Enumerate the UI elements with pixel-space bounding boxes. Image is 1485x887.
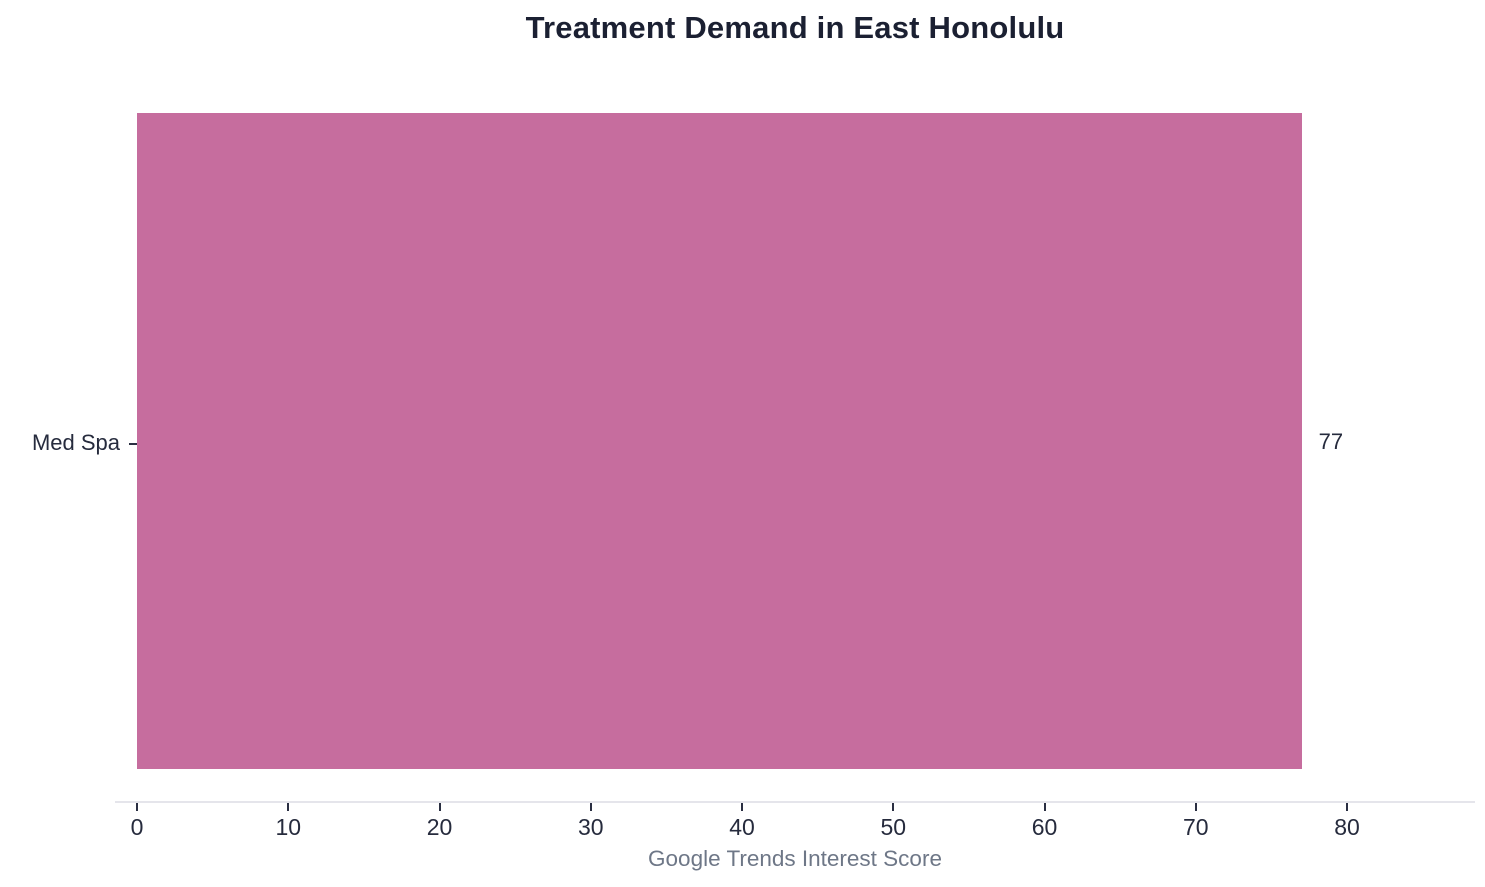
x-tick-mark: [287, 803, 290, 811]
x-tick-label: 70: [1183, 814, 1209, 840]
x-tick-mark: [1346, 803, 1348, 811]
bar-med-spa: [137, 113, 1302, 769]
x-tick-mark: [438, 803, 441, 811]
x-tick-mark: [1043, 803, 1046, 811]
x-tick-mark: [892, 803, 895, 811]
x-tick-label: 30: [578, 814, 604, 840]
bar-value-label: 77: [1318, 429, 1344, 454]
x-tick-mark: [589, 803, 592, 811]
x-axis-spine: [115, 801, 1475, 803]
x-tick-mark: [1194, 803, 1197, 811]
x-tick-label: 10: [275, 814, 302, 840]
x-tick-mark: [136, 803, 138, 811]
chart-title: Treatment Demand in East Honolulu: [525, 10, 1065, 45]
x-tick-mark: [741, 803, 743, 811]
x-tick-label: 50: [880, 814, 907, 840]
x-tick-label: 40: [729, 814, 755, 840]
x-tick-label: 60: [1031, 814, 1058, 840]
x-axis-title: Google Trends Interest Score: [648, 846, 942, 871]
x-tick-label: 20: [426, 814, 453, 840]
x-tick-label: 80: [1334, 814, 1360, 840]
y-axis-tick-mark: [129, 443, 137, 445]
x-tick-label: 0: [130, 814, 144, 840]
y-axis-category-label: Med Spa: [31, 430, 120, 455]
